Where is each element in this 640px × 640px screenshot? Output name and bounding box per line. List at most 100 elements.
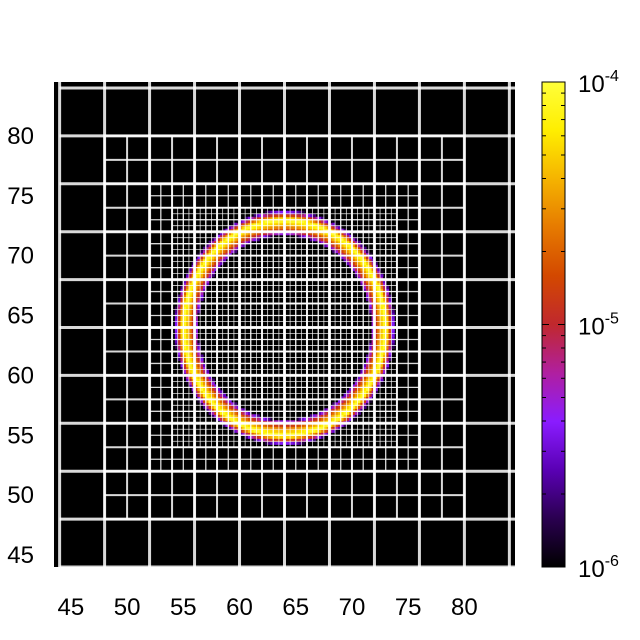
field-cell — [188, 297, 193, 302]
field-cell — [180, 339, 184, 344]
field-cell — [242, 234, 246, 239]
field-cell — [377, 291, 381, 296]
field-cell — [267, 423, 272, 427]
field-cell — [188, 318, 193, 323]
field-cell — [374, 351, 378, 356]
field-cell — [309, 234, 314, 239]
field-cell — [385, 351, 390, 356]
field-cell — [385, 312, 390, 317]
field-cell — [349, 243, 353, 248]
field-cell — [287, 426, 291, 430]
field-cell — [225, 249, 229, 254]
field-cell — [183, 300, 187, 305]
field-cell — [298, 429, 302, 433]
field-cell — [250, 414, 255, 418]
field-cell — [306, 426, 311, 430]
field-cell — [340, 255, 345, 260]
field-cell — [186, 327, 190, 332]
field-cell — [349, 237, 353, 242]
field-cell — [186, 291, 190, 296]
field-cell — [202, 393, 207, 397]
field-cell — [368, 264, 373, 269]
field-cell — [202, 282, 207, 287]
field-cell — [368, 396, 373, 400]
field-cell — [298, 426, 302, 430]
field-cell — [186, 381, 190, 385]
field-cell — [385, 318, 390, 323]
field-cell — [211, 264, 215, 269]
field-cell — [337, 246, 342, 251]
field-cell — [208, 375, 213, 379]
field-cell — [377, 321, 381, 326]
field-cell — [337, 408, 342, 412]
field-cell — [208, 258, 213, 263]
field-cell — [253, 213, 257, 218]
field-cell — [368, 312, 373, 317]
field-cell — [267, 432, 272, 436]
field-cell — [205, 405, 210, 409]
y-tick-label: 50 — [7, 482, 34, 509]
field-cell — [256, 225, 260, 230]
field-cell — [186, 303, 190, 308]
field-cell — [346, 399, 350, 403]
field-cell — [194, 375, 198, 379]
field-cell — [306, 231, 311, 236]
field-cell — [335, 234, 339, 239]
field-cell — [357, 411, 361, 415]
field-cell — [180, 348, 184, 353]
field-cell — [321, 234, 325, 239]
field-cell — [231, 240, 235, 245]
field-cell — [214, 264, 218, 269]
field-cell — [183, 321, 187, 326]
field-cell — [343, 231, 347, 236]
field-cell — [380, 357, 384, 362]
field-cell — [357, 384, 361, 388]
field-cell — [177, 336, 182, 341]
field-cell — [368, 309, 373, 314]
field-cell — [180, 357, 184, 362]
field-cell — [318, 417, 322, 421]
field-cell — [368, 306, 373, 311]
field-cell — [354, 414, 359, 418]
field-cell — [202, 261, 207, 266]
field-cell — [222, 414, 227, 418]
field-cell — [354, 243, 359, 248]
field-cell — [228, 225, 232, 230]
field-cell — [357, 267, 361, 272]
field-cell — [391, 309, 395, 314]
field-cell — [270, 435, 274, 439]
field-cell — [309, 216, 314, 221]
field-cell — [177, 333, 182, 338]
field-cell — [211, 414, 215, 418]
field-cell — [180, 309, 184, 314]
field-cell — [304, 234, 308, 239]
field-cell — [366, 396, 370, 400]
field-cell — [335, 411, 339, 415]
field-cell — [315, 432, 319, 436]
field-cell — [217, 255, 221, 260]
field-cell — [385, 360, 390, 365]
field-cell — [337, 225, 342, 230]
field-cell — [186, 369, 190, 373]
field-cell — [332, 249, 336, 254]
field-cell — [385, 339, 390, 344]
field-cell — [183, 375, 187, 379]
field-cell — [262, 432, 266, 436]
field-cell — [217, 399, 221, 403]
field-cell — [276, 219, 280, 224]
field-cell — [211, 402, 215, 406]
field-cell — [202, 402, 207, 406]
field-cell — [343, 402, 347, 406]
field-cell — [354, 399, 359, 403]
field-cell — [239, 219, 243, 224]
field-cell — [188, 345, 193, 350]
field-cell — [202, 279, 207, 284]
field-cell — [323, 417, 328, 421]
field-cell — [228, 249, 232, 254]
field-cell — [298, 231, 302, 236]
field-cell — [354, 240, 359, 245]
field-cell — [385, 327, 390, 332]
field-cell — [183, 366, 187, 370]
field-cell — [357, 252, 361, 257]
field-cell — [368, 357, 373, 362]
